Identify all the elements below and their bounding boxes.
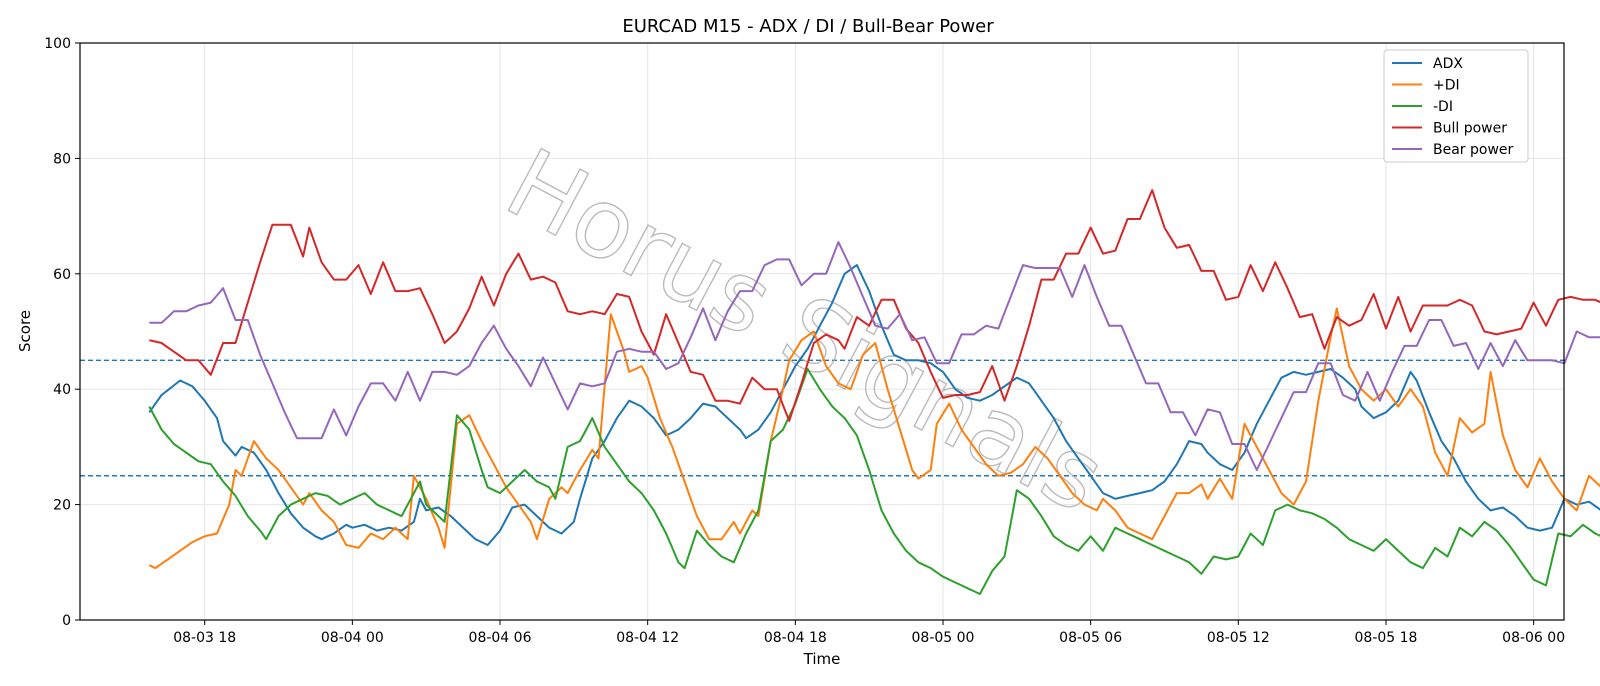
y-tick-label: 80 — [53, 151, 71, 167]
x-tick-label: 08-04 06 — [469, 630, 532, 646]
x-tick-label: 08-05 12 — [1207, 630, 1270, 646]
series-lines — [148, 189, 1600, 595]
reference-lines — [80, 359, 1564, 477]
legend-label: Bull power — [1433, 121, 1507, 137]
x-tick-label: 08-04 00 — [321, 630, 384, 646]
series-line-di — [148, 307, 1600, 570]
legend-label: ADX — [1433, 56, 1463, 72]
chart-title: EURCAD M15 - ADX / DI / Bull-Bear Power — [622, 16, 994, 37]
y-axis: 0 20 40 60 80 100 — [44, 36, 80, 629]
series-line-bear-power — [149, 241, 1600, 471]
legend-label: Bear power — [1433, 142, 1514, 158]
grid — [80, 42, 1564, 621]
series-line-bull-power — [149, 189, 1600, 422]
x-tick-label: 08-05 06 — [1059, 630, 1122, 646]
x-tick-label: 08-03 18 — [173, 630, 236, 646]
x-tick-label: 08-04 18 — [764, 630, 827, 646]
y-tick-label: 100 — [44, 36, 71, 52]
y-tick-label: 0 — [62, 613, 71, 629]
x-tick-label: 08-05 00 — [912, 630, 975, 646]
x-axis: 08-03 18 08-04 00 08-04 06 08-04 12 08-04 18… — [173, 620, 1565, 646]
series-line-adx — [148, 264, 1600, 546]
y-tick-label: 40 — [53, 382, 71, 398]
legend-label: -DI — [1433, 99, 1453, 115]
legend: ADX +DI -DI Bull power Bear power — [1383, 49, 1529, 163]
x-tick-label: 08-05 18 — [1355, 630, 1418, 646]
x-tick-label: 08-06 00 — [1502, 630, 1565, 646]
y-tick-label: 60 — [53, 267, 71, 283]
y-tick-label: 20 — [53, 498, 71, 514]
y-axis-title: Score — [16, 310, 34, 352]
x-axis-title: Time — [803, 650, 841, 668]
legend-box — [1383, 49, 1529, 163]
plot-area-frame — [79, 42, 1565, 621]
x-tick-label: 08-04 12 — [616, 630, 679, 646]
legend-label: +DI — [1433, 78, 1460, 94]
series-line-di — [148, 368, 1600, 595]
